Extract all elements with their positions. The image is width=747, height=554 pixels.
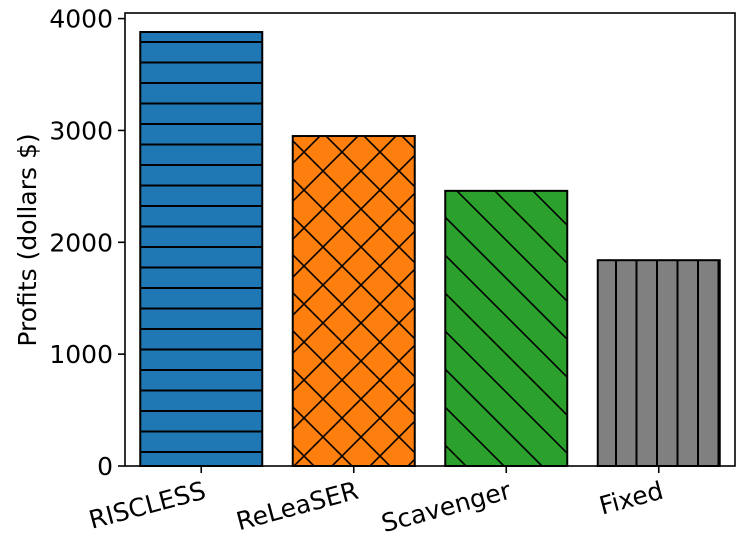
x-tick-label: ReLeaSER (233, 476, 361, 536)
x-tick-label: RISCLESS (86, 476, 209, 535)
bar-hatch-riscless (139, 31, 264, 468)
y-tick-label: 0 (97, 452, 113, 481)
bar-hatch-fixed (596, 259, 721, 467)
bar-hatch-scavenger (444, 189, 569, 467)
y-axis-title: Profits (dollars $) (13, 133, 42, 346)
y-tick-label: 4000 (49, 5, 113, 34)
y-tick-label: 3000 (49, 116, 113, 145)
y-axis: 0 1000 2000 3000 4000 (49, 5, 125, 481)
x-tick-label: Scavenger (378, 476, 514, 538)
plot-frame (124, 12, 736, 467)
y-tick-label: 2000 (49, 228, 113, 257)
y-tick-label: 1000 (49, 340, 113, 369)
bar-hatch-releaser (291, 135, 416, 467)
x-axis: RISCLESS ReLeaSER Scavenger Fixed (86, 466, 666, 538)
x-tick-label: Fixed (596, 476, 666, 521)
bars-layer (139, 31, 721, 468)
